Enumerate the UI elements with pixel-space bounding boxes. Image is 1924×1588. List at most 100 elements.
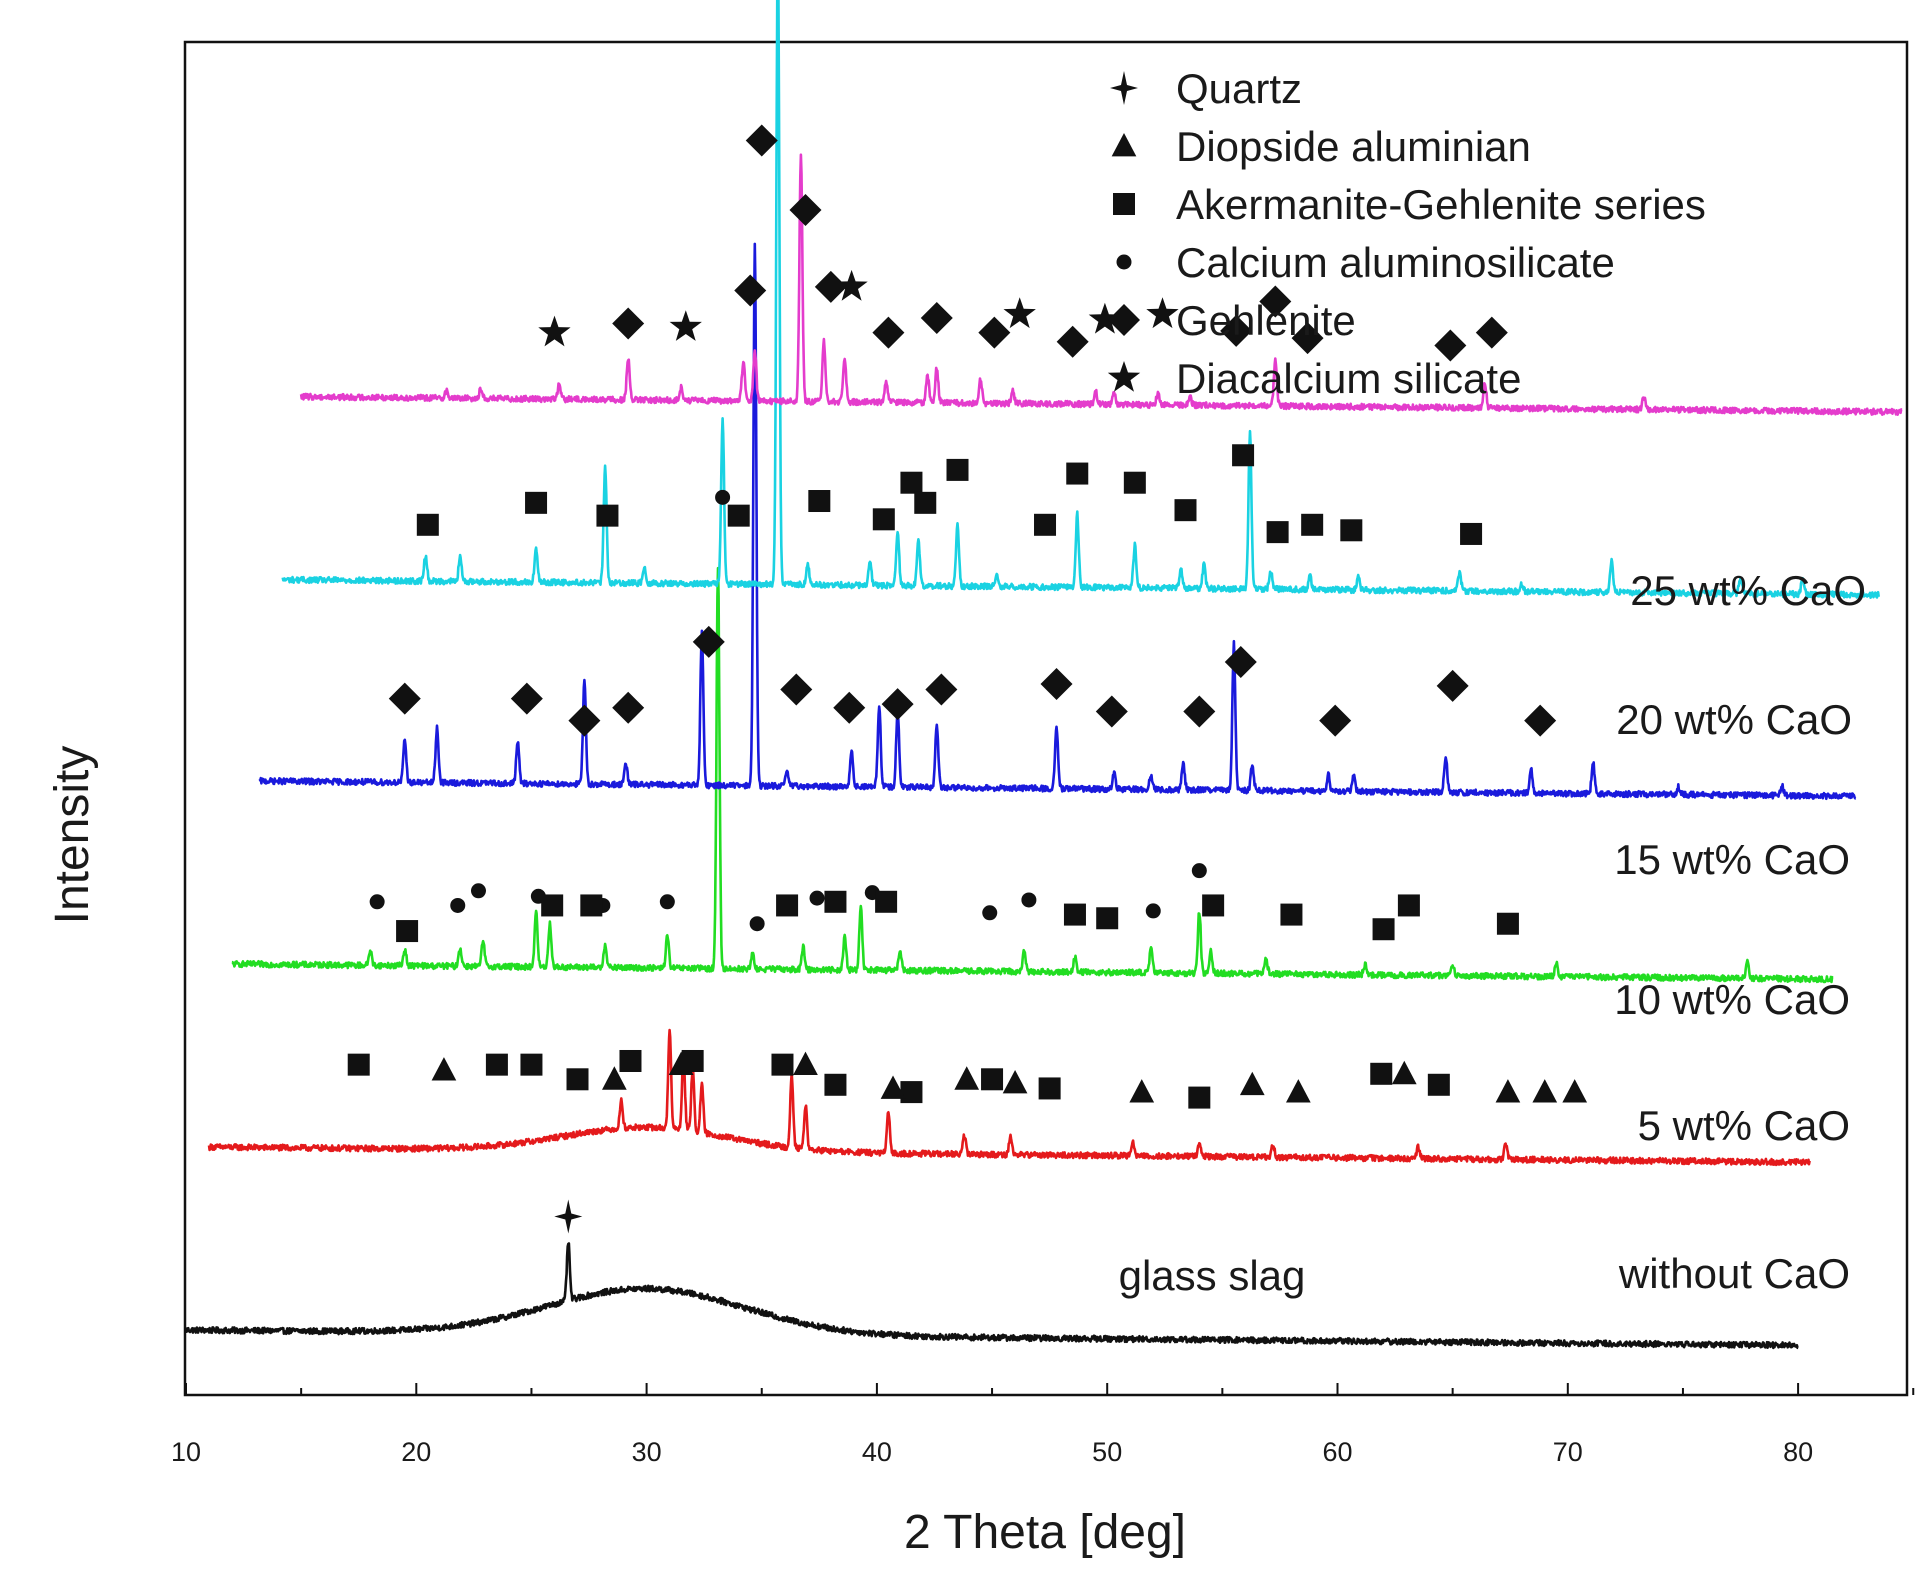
diamond-marker bbox=[1095, 695, 1128, 728]
square-marker bbox=[1397, 894, 1420, 917]
square-marker bbox=[1113, 193, 1135, 215]
square-marker bbox=[619, 1049, 642, 1072]
square-marker bbox=[875, 890, 898, 913]
square-marker bbox=[824, 890, 847, 913]
x-tick-label: 70 bbox=[1553, 1437, 1583, 1467]
star-marker bbox=[835, 269, 868, 301]
square-marker bbox=[1301, 513, 1324, 536]
triangle-marker bbox=[431, 1057, 457, 1081]
circle-marker bbox=[1145, 903, 1161, 919]
cross-marker bbox=[1110, 71, 1138, 105]
series-label: 15 wt% CaO bbox=[1614, 836, 1850, 883]
circle-marker bbox=[982, 905, 998, 921]
square-marker bbox=[541, 894, 564, 917]
circle-marker bbox=[659, 894, 675, 910]
square-marker bbox=[1202, 894, 1225, 917]
diamond-marker bbox=[789, 194, 822, 227]
diamond-marker bbox=[1040, 668, 1073, 701]
diamond-marker bbox=[1436, 669, 1469, 702]
square-marker bbox=[1188, 1086, 1211, 1109]
circle-marker bbox=[715, 489, 731, 505]
trace-20-wt-cao bbox=[281, 0, 1880, 600]
series-label: 20 wt% CaO bbox=[1616, 696, 1852, 743]
diamond-marker bbox=[925, 673, 958, 706]
square-marker bbox=[1427, 1073, 1450, 1096]
triangle-marker bbox=[1285, 1079, 1311, 1103]
legend-label-quartz: Quartz bbox=[1176, 65, 1302, 112]
square-marker bbox=[1034, 513, 1057, 536]
square-marker bbox=[1372, 918, 1395, 941]
series-label: 5 wt% CaO bbox=[1638, 1102, 1850, 1149]
legend-star-icon bbox=[1107, 361, 1141, 392]
diamond-marker bbox=[734, 274, 767, 307]
x-axis-ticks: 10 20 30 40 50 60 70 80 bbox=[171, 1383, 1915, 1467]
series-label: 10 wt% CaO bbox=[1614, 976, 1850, 1023]
diamond-marker bbox=[510, 682, 543, 715]
square-marker bbox=[1038, 1077, 1061, 1100]
diamond-marker bbox=[814, 270, 847, 303]
triangle-marker bbox=[602, 1066, 627, 1090]
diamond-marker bbox=[568, 704, 601, 737]
diamond-marker bbox=[692, 625, 725, 658]
triangle-marker bbox=[1111, 133, 1137, 157]
diamond-marker bbox=[1108, 304, 1140, 336]
diamond-marker bbox=[612, 691, 645, 724]
x-tick-label: 20 bbox=[401, 1437, 431, 1467]
square-marker bbox=[1340, 519, 1363, 542]
legend-triangle-icon bbox=[1111, 133, 1137, 157]
diamond-marker bbox=[1224, 646, 1257, 679]
trace-10-wt-cao bbox=[231, 566, 1834, 984]
square-marker bbox=[525, 491, 548, 514]
diamond-marker bbox=[1056, 325, 1089, 358]
square-marker bbox=[914, 491, 937, 514]
legend-entry-calcium-aluminosilicate: Calcium aluminosilicate bbox=[1116, 239, 1615, 286]
legend-entry-dicalcium-silicate: Diacalcium silicate bbox=[1107, 355, 1521, 402]
cross-marker bbox=[554, 1199, 583, 1234]
legend-entry-akermanite: Akermanite-Gehlenite series bbox=[1113, 181, 1706, 228]
legend-label-gehlenite: Gehlenite bbox=[1176, 297, 1356, 344]
triangle-marker bbox=[668, 1051, 694, 1076]
square-marker bbox=[1232, 444, 1255, 467]
square-marker bbox=[946, 458, 969, 481]
trace-without-cao bbox=[184, 1242, 1799, 1350]
diamond-marker bbox=[833, 691, 866, 724]
legend-diamond-icon bbox=[1108, 304, 1140, 336]
trace-15-wt-cao bbox=[258, 242, 1857, 801]
trace-25-wt-cao bbox=[299, 153, 1903, 417]
triangle-marker bbox=[1532, 1079, 1558, 1103]
x-tick-label: 30 bbox=[632, 1437, 662, 1467]
square-marker bbox=[1370, 1062, 1393, 1085]
star-marker bbox=[1003, 297, 1036, 329]
diamond-marker bbox=[388, 682, 421, 715]
star-marker bbox=[1107, 361, 1141, 392]
diamond-marker bbox=[881, 688, 914, 721]
annotation-glass-slag: glass slag bbox=[1119, 1252, 1306, 1299]
circle-marker bbox=[809, 890, 825, 906]
square-marker bbox=[347, 1053, 370, 1076]
star-marker bbox=[538, 315, 571, 347]
circle-marker bbox=[369, 894, 385, 910]
square-marker bbox=[872, 508, 895, 531]
square-marker bbox=[580, 894, 603, 917]
circle-marker bbox=[1116, 254, 1132, 270]
square-marker bbox=[900, 471, 923, 494]
square-marker bbox=[520, 1053, 543, 1076]
phase-markers bbox=[347, 124, 1588, 1234]
square-marker bbox=[1174, 499, 1197, 522]
plot-frame bbox=[183, 40, 1909, 1397]
legend-label-diopside: Diopside aluminian bbox=[1176, 123, 1531, 170]
triangle-marker bbox=[880, 1075, 906, 1099]
square-marker bbox=[771, 1053, 794, 1076]
legend-label-dicalcium-silicate: Diacalcium silicate bbox=[1176, 355, 1521, 402]
legend-entry-diopside: Diopside aluminian bbox=[1111, 123, 1531, 170]
square-marker bbox=[1066, 462, 1089, 485]
diamond-marker bbox=[612, 307, 645, 340]
square-marker bbox=[808, 490, 831, 513]
square-marker bbox=[485, 1053, 508, 1076]
triangle-marker bbox=[793, 1051, 818, 1076]
x-tick-label: 50 bbox=[1092, 1437, 1122, 1467]
series-labels: without CaO 5 wt% CaO 10 wt% CaO 15 wt% CaO… bbox=[1614, 567, 1866, 1297]
diamond-marker bbox=[745, 124, 778, 157]
square-marker bbox=[566, 1068, 589, 1091]
